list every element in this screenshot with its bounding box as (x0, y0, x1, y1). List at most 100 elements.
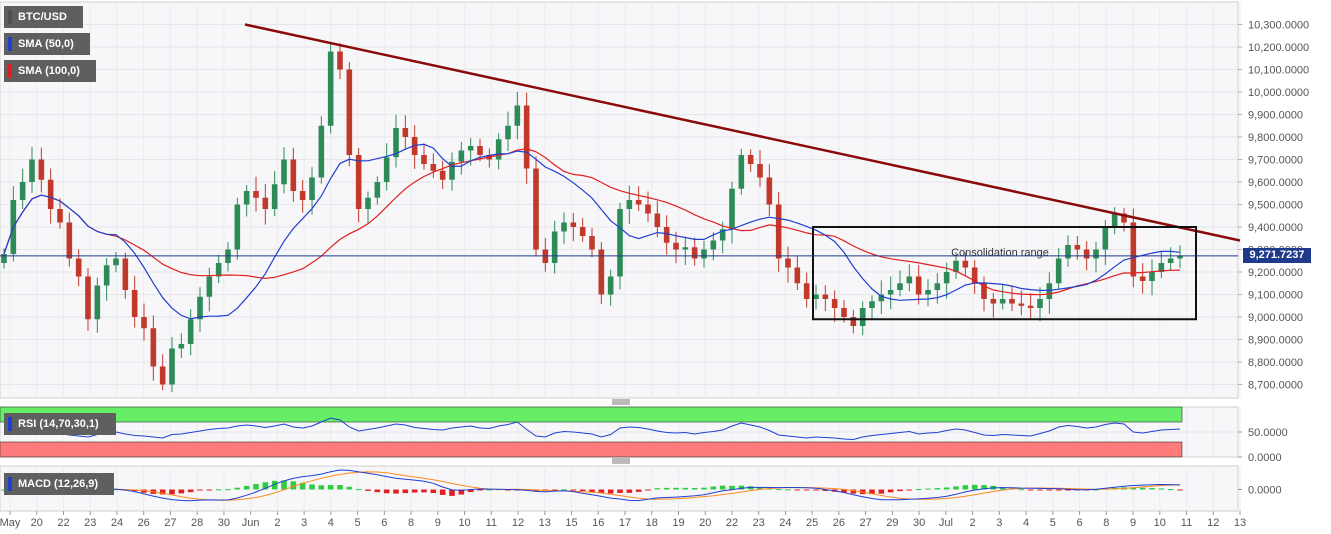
candle-body (551, 231, 558, 263)
macd-histogram-bar (365, 489, 371, 491)
x-tick-label: 6 (1077, 517, 1083, 529)
macd-histogram-bar (299, 482, 306, 490)
candle-body (103, 265, 110, 286)
macd-histogram-bar (197, 489, 203, 491)
macd-signal-line (4, 471, 1181, 501)
macd-histogram-bar (393, 489, 399, 494)
x-tick-label: 8 (408, 517, 414, 529)
candle-body (598, 249, 605, 295)
x-tick-label: 13 (1234, 517, 1246, 529)
candle-body (589, 236, 595, 250)
macd-histogram-bar (943, 487, 950, 490)
macd-histogram-bar (719, 485, 726, 490)
macd-histogram-bar (1149, 488, 1155, 490)
x-tick-label: 3 (301, 517, 307, 529)
x-tick-label: 2 (970, 517, 976, 529)
candle-body (477, 146, 483, 155)
x-tick-label: 12 (1207, 517, 1219, 529)
macd-histogram-bar (159, 489, 166, 495)
legend-sma-50[interactable]: SMA (50,0) (4, 33, 90, 55)
macd-histogram-bar (449, 489, 455, 496)
x-tick-label: May (0, 517, 21, 529)
macd-histogram-bar (337, 485, 343, 490)
candle-body (1055, 258, 1062, 284)
macd-histogram-bar (953, 486, 959, 490)
rsi-y-tick-label: 0.0000 (1248, 452, 1282, 464)
macd-histogram-bar (981, 485, 987, 490)
macd-histogram-bar (579, 489, 586, 492)
macd-histogram-bar (654, 488, 661, 490)
legend-label: RSI (14,70,30,1) (18, 418, 99, 430)
x-tick-label: 9 (435, 517, 441, 529)
macd-histogram-bar (225, 489, 231, 491)
macd-histogram-bar (206, 489, 213, 491)
macd-histogram-bar (318, 485, 325, 490)
x-tick-label: 24 (779, 517, 791, 529)
y-tick-label: 8,900.0000 (1248, 335, 1303, 347)
candle-body (1046, 283, 1053, 299)
y-tick-label: 10,000.0000 (1248, 87, 1309, 99)
legend-swatch (8, 64, 12, 78)
x-tick-label: 30 (218, 517, 230, 529)
candle-body (253, 191, 259, 198)
candle-body (47, 179, 54, 209)
macd-histogram-bar (1093, 489, 1099, 491)
candle-body (1093, 249, 1099, 259)
macd-histogram-bar (971, 484, 978, 490)
candle-body (1149, 272, 1155, 281)
candle-body (747, 155, 754, 164)
macd-histogram-bar (775, 489, 782, 491)
sma-50-line (3, 143, 1181, 320)
legend-macd[interactable]: MACD (12,26,9) (4, 473, 114, 495)
candle-body (1009, 299, 1015, 304)
rsi-y-tick-label: 50.0000 (1248, 427, 1288, 439)
candle-body (626, 200, 633, 209)
candle-body (355, 155, 362, 209)
candle-body (393, 128, 399, 158)
candle-body (57, 209, 63, 223)
macd-histogram-bar (458, 489, 465, 495)
candle-body (346, 69, 353, 155)
x-tick-label: 20 (699, 517, 711, 529)
candle-body (766, 177, 773, 205)
x-tick-label: 9 (1130, 517, 1136, 529)
macd-histogram-bar (915, 489, 922, 491)
macd-histogram-bar (346, 486, 353, 490)
macd-histogram-bar (187, 489, 194, 493)
legend-rsi[interactable]: RSI (14,70,30,1) (4, 413, 116, 435)
candle-body (299, 191, 306, 200)
candle-body (66, 222, 73, 259)
macd-histogram-bar (262, 482, 269, 490)
legend-label: SMA (50,0) (18, 38, 74, 50)
macd-histogram-bar (691, 487, 698, 490)
x-tick-label: 3 (996, 517, 1002, 529)
x-tick-label: 13 (539, 517, 551, 529)
candle-body (682, 247, 689, 250)
x-tick-label: 27 (860, 517, 872, 529)
candle-body (794, 267, 801, 284)
macd-histogram-bar (785, 489, 791, 491)
x-tick-label: 22 (726, 517, 738, 529)
x-tick-label: 29 (886, 517, 898, 529)
macd-histogram-bar (1139, 487, 1146, 490)
x-tick-label: 23 (753, 517, 765, 529)
macd-histogram-bar (617, 489, 623, 493)
candle-body (327, 51, 334, 126)
candle-body (729, 188, 735, 230)
candle-body (1, 254, 7, 263)
legend-btcusd[interactable]: BTC/USD (4, 6, 83, 28)
candle-body (607, 276, 614, 295)
candle-body (981, 283, 987, 299)
candle-body (785, 258, 791, 268)
macd-histogram-bar (813, 489, 819, 491)
candle-body (561, 222, 567, 232)
macd-histogram-bar (1055, 489, 1062, 491)
candle-body (131, 290, 138, 317)
legend-sma-100[interactable]: SMA (100,0) (4, 60, 96, 82)
y-tick-label: 10,100.0000 (1248, 65, 1309, 77)
x-tick-label: 24 (111, 517, 123, 529)
legend-swatch (8, 477, 12, 491)
candle-body (1102, 227, 1109, 250)
macd-histogram-bar (934, 488, 941, 490)
candle-body (887, 290, 894, 295)
